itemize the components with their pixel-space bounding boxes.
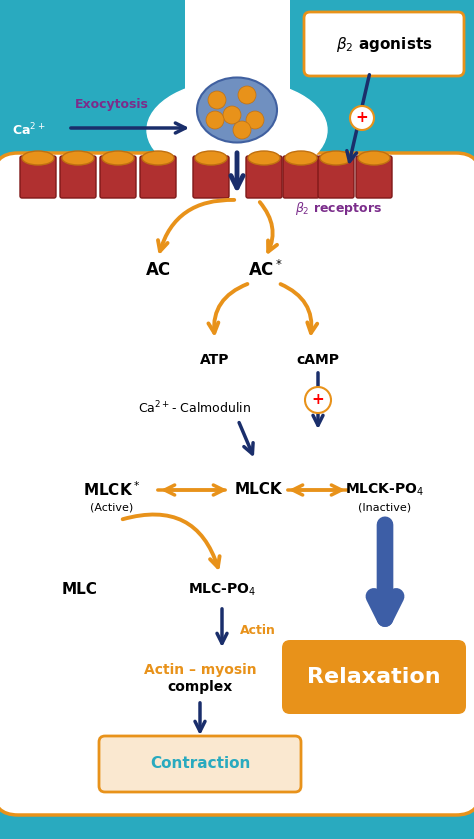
Ellipse shape <box>248 151 280 165</box>
Ellipse shape <box>102 151 134 165</box>
FancyBboxPatch shape <box>0 153 474 815</box>
FancyBboxPatch shape <box>99 736 301 792</box>
FancyBboxPatch shape <box>283 156 319 198</box>
FancyBboxPatch shape <box>282 640 466 714</box>
Circle shape <box>223 106 241 124</box>
Text: $\beta_2$ receptors: $\beta_2$ receptors <box>295 200 382 217</box>
Ellipse shape <box>147 80 327 180</box>
Text: Ca$^{2+}$: Ca$^{2+}$ <box>12 122 46 138</box>
Circle shape <box>233 121 251 139</box>
FancyBboxPatch shape <box>20 156 56 198</box>
FancyBboxPatch shape <box>140 156 176 198</box>
Text: MLCK$^*$: MLCK$^*$ <box>83 481 141 499</box>
Circle shape <box>238 86 256 104</box>
FancyBboxPatch shape <box>318 156 354 198</box>
Circle shape <box>206 111 224 129</box>
Text: AC$^*$: AC$^*$ <box>247 260 283 280</box>
Text: MLC-PO$_4$: MLC-PO$_4$ <box>188 581 256 598</box>
FancyBboxPatch shape <box>246 156 282 198</box>
Circle shape <box>350 106 374 130</box>
Ellipse shape <box>22 151 54 165</box>
Text: complex: complex <box>167 680 233 694</box>
Text: +: + <box>356 111 368 126</box>
Text: Actin: Actin <box>240 623 276 637</box>
Ellipse shape <box>62 151 94 165</box>
Text: (Inactive): (Inactive) <box>358 503 411 513</box>
Circle shape <box>208 91 226 109</box>
FancyBboxPatch shape <box>304 12 464 76</box>
Text: MLC: MLC <box>62 582 98 597</box>
Text: MLCK: MLCK <box>234 482 282 498</box>
Text: MLCK-PO$_4$: MLCK-PO$_4$ <box>346 482 425 498</box>
Circle shape <box>246 111 264 129</box>
FancyBboxPatch shape <box>185 0 290 125</box>
Ellipse shape <box>358 151 390 165</box>
Circle shape <box>305 387 331 413</box>
FancyBboxPatch shape <box>356 156 392 198</box>
FancyBboxPatch shape <box>193 156 229 198</box>
Ellipse shape <box>197 77 277 143</box>
Text: +: + <box>311 393 324 408</box>
Ellipse shape <box>285 151 317 165</box>
FancyBboxPatch shape <box>60 156 96 198</box>
Text: $\beta_2$ agonists: $\beta_2$ agonists <box>336 34 432 54</box>
Text: cAMP: cAMP <box>297 353 339 367</box>
FancyBboxPatch shape <box>100 156 136 198</box>
Text: Exocytosis: Exocytosis <box>75 98 149 111</box>
Text: Relaxation: Relaxation <box>307 667 441 687</box>
Text: AC: AC <box>146 261 171 279</box>
Text: Ca$^{2+}$- Calmodulin: Ca$^{2+}$- Calmodulin <box>138 399 252 416</box>
Ellipse shape <box>195 151 227 165</box>
Text: Contraction: Contraction <box>150 757 250 772</box>
Text: ATP: ATP <box>200 353 230 367</box>
Text: (Active): (Active) <box>91 503 134 513</box>
Ellipse shape <box>142 151 174 165</box>
Text: Actin – myosin: Actin – myosin <box>144 663 256 677</box>
Ellipse shape <box>320 151 352 165</box>
